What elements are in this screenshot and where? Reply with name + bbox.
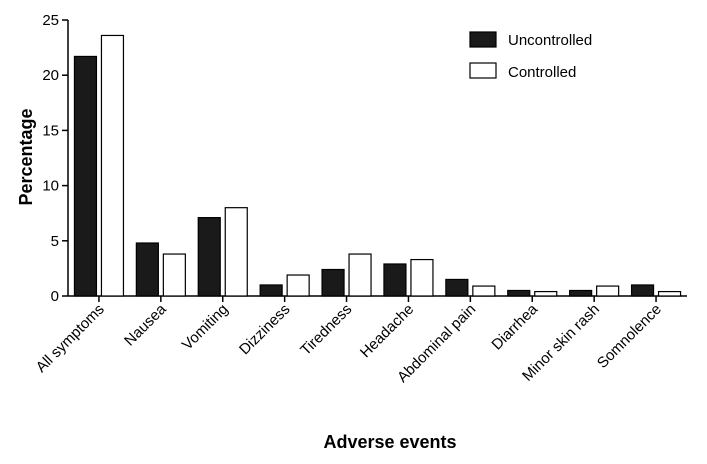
bar-uncontrolled-abdominal-pain: [445, 278, 469, 297]
bars: [73, 34, 682, 297]
legend: Uncontrolled Controlled: [469, 31, 592, 81]
bar-controlled-dizziness: [286, 274, 310, 297]
bar-controlled-tiredness: [348, 253, 372, 297]
bar-uncontrolled-somnolence: [630, 284, 655, 297]
y-tick-label: 0: [51, 288, 59, 305]
x-category-label: Somnolence: [594, 301, 665, 372]
bar-controlled-nausea: [162, 253, 186, 297]
bar-controlled-diarrhea: [534, 290, 558, 297]
bar-controlled-vomiting: [224, 207, 248, 297]
legend-label-uncontrolled: Uncontrolled: [508, 32, 592, 49]
category-labels: All symptoms Nausea Vomiting Dizziness Tired…: [33, 300, 665, 386]
y-axis-title: Percentage: [16, 108, 36, 205]
bar-controlled-minor-skin-rash: [596, 285, 620, 297]
x-category-label: Vomiting: [179, 301, 232, 354]
x-axis-title: Adverse events: [323, 432, 456, 452]
bar-uncontrolled-nausea: [135, 242, 159, 297]
legend-label-controlled: Controlled: [508, 64, 576, 81]
bar-uncontrolled-tiredness: [321, 268, 345, 297]
x-category-label: Dizziness: [236, 301, 293, 358]
legend-swatch-uncontrolled: [469, 31, 497, 48]
x-category-label: Tiredness: [297, 301, 355, 359]
y-tick-label: 15: [42, 122, 59, 139]
bar-controlled-abdominal-pain: [472, 285, 496, 297]
bar-uncontrolled-dizziness: [259, 284, 283, 297]
x-category-label: Headache: [357, 301, 417, 361]
y-tick-label: 10: [42, 178, 59, 195]
bar-controlled-somnolence: [657, 290, 682, 297]
x-axis: [68, 295, 687, 302]
bar-uncontrolled-all-symptoms: [73, 55, 98, 297]
bar-uncontrolled-diarrhea: [507, 289, 531, 297]
bar-controlled-headache: [410, 258, 434, 297]
bar-uncontrolled-vomiting: [197, 217, 221, 297]
y-tick-label: 25: [42, 12, 59, 29]
y-axis: 0 5 10 15 20 25: [42, 12, 69, 305]
x-category-label: All symptoms: [33, 301, 108, 376]
bar-uncontrolled-minor-skin-rash: [569, 289, 593, 297]
y-tick-label: 5: [51, 233, 59, 250]
x-category-label: Nausea: [121, 300, 170, 349]
bar-uncontrolled-headache: [383, 263, 407, 297]
legend-swatch-controlled: [469, 62, 497, 79]
y-tick-label: 20: [42, 67, 59, 84]
x-category-label: Diarrhea: [488, 300, 541, 353]
bar-controlled-all-symptoms: [100, 34, 125, 297]
